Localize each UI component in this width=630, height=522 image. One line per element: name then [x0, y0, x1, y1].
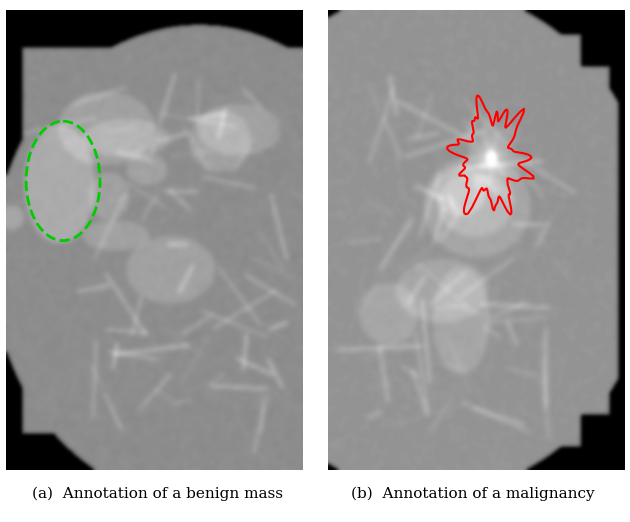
- Text: (a)  Annotation of a benign mass: (a) Annotation of a benign mass: [32, 487, 283, 501]
- Text: (b)  Annotation of a malignancy: (b) Annotation of a malignancy: [351, 487, 594, 501]
